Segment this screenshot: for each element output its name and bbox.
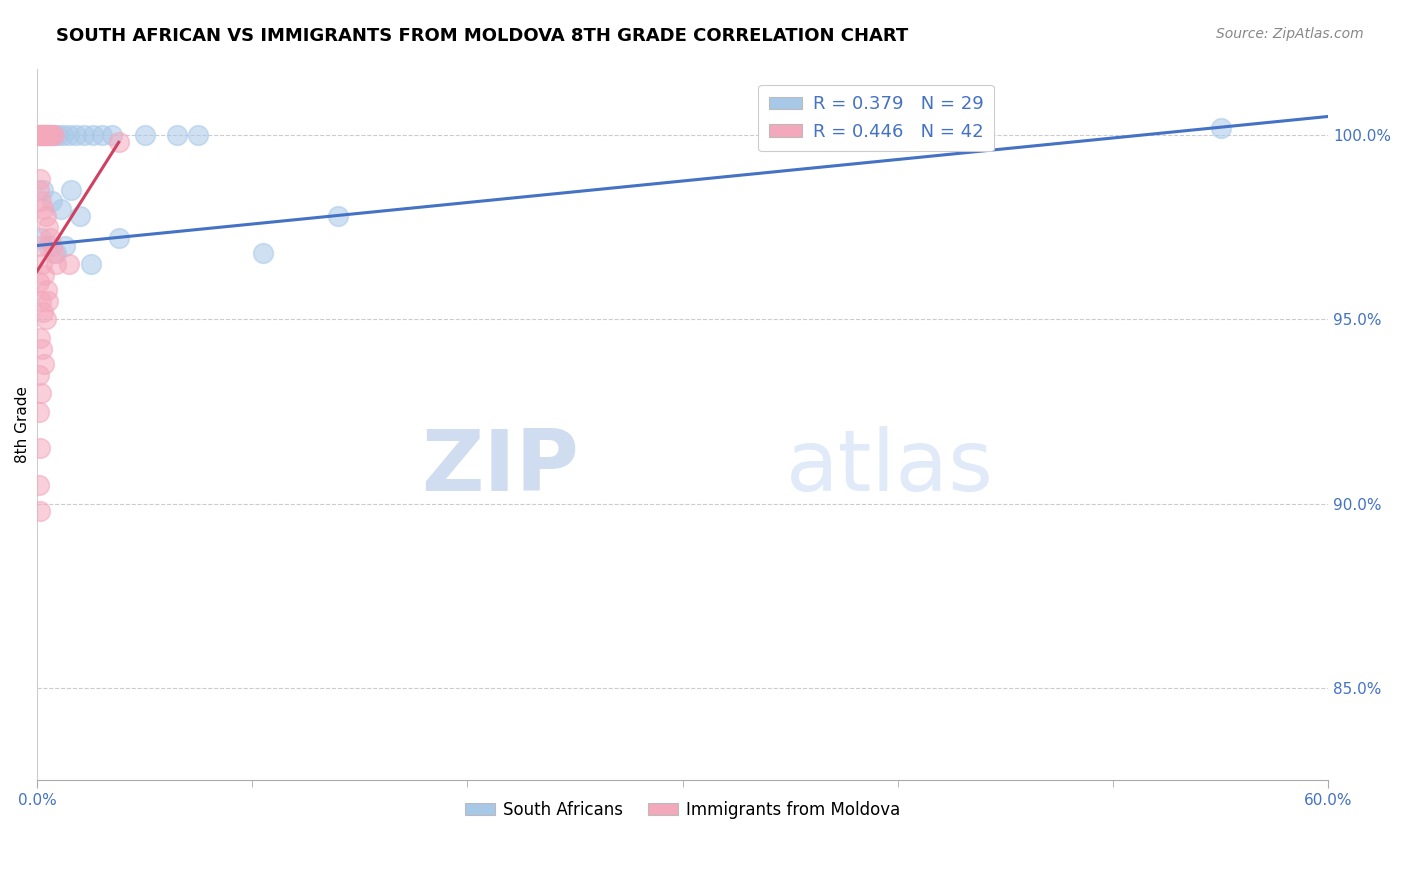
Point <box>65 128 87 142</box>
Text: atlas: atlas <box>786 425 994 508</box>
Point <box>30 442 52 456</box>
Point <box>44 246 66 260</box>
Point <box>28 276 51 290</box>
Point <box>34 209 56 223</box>
Point <box>41 238 63 252</box>
Point <box>37 128 59 142</box>
Point <box>28 128 51 142</box>
Point <box>37 220 59 235</box>
Point <box>107 136 129 150</box>
Point <box>35 128 58 142</box>
Text: SOUTH AFRICAN VS IMMIGRANTS FROM MOLDOVA 8TH GRADE CORRELATION CHART: SOUTH AFRICAN VS IMMIGRANTS FROM MOLDOVA… <box>56 27 908 45</box>
Point <box>30 194 52 209</box>
Point <box>32 305 55 319</box>
Point <box>34 312 56 326</box>
Point <box>1209 120 1232 135</box>
Point <box>30 293 52 308</box>
Point <box>52 128 75 142</box>
Point <box>49 202 72 216</box>
Point <box>41 194 63 209</box>
Point <box>252 246 274 260</box>
Point <box>28 478 51 492</box>
Point <box>28 368 51 382</box>
Point <box>34 128 56 142</box>
Point <box>30 172 52 186</box>
Point <box>32 183 55 197</box>
Y-axis label: 8th Grade: 8th Grade <box>15 386 30 463</box>
Point <box>187 128 209 142</box>
Point <box>38 128 60 142</box>
Point <box>82 128 104 142</box>
Point <box>44 128 66 142</box>
Point <box>53 238 76 252</box>
Point <box>101 128 124 142</box>
Text: ZIP: ZIP <box>422 425 579 508</box>
Point <box>37 293 59 308</box>
Point <box>58 257 80 271</box>
Point <box>31 342 53 356</box>
Point <box>32 128 55 142</box>
Point <box>32 202 55 216</box>
Point <box>34 128 56 142</box>
Text: Source: ZipAtlas.com: Source: ZipAtlas.com <box>1216 27 1364 41</box>
Point <box>28 404 51 418</box>
Point <box>58 128 80 142</box>
Point <box>34 128 56 142</box>
Point <box>30 331 52 345</box>
Point <box>31 257 53 271</box>
Point <box>90 128 112 142</box>
Point <box>60 183 83 197</box>
Point <box>28 183 51 197</box>
Point <box>38 128 60 142</box>
Point <box>30 128 52 142</box>
Point <box>30 128 52 142</box>
Point <box>45 246 67 260</box>
Point <box>30 238 52 252</box>
Point <box>69 209 91 223</box>
Point <box>30 128 52 142</box>
Point <box>28 504 51 518</box>
Point <box>31 128 53 142</box>
Point <box>73 128 96 142</box>
Point <box>134 128 156 142</box>
Point <box>80 257 103 271</box>
Point <box>34 357 56 371</box>
Point <box>328 209 350 223</box>
Point <box>38 231 60 245</box>
Point <box>44 128 66 142</box>
Point <box>166 128 188 142</box>
Point <box>45 257 67 271</box>
Legend: South Africans, Immigrants from Moldova: South Africans, Immigrants from Moldova <box>458 794 907 825</box>
Point <box>37 238 59 252</box>
Point <box>30 386 52 401</box>
Point <box>30 231 52 245</box>
Point <box>35 283 58 297</box>
Point <box>41 128 63 142</box>
Point <box>48 128 70 142</box>
Point <box>107 231 129 245</box>
Point <box>34 268 56 282</box>
